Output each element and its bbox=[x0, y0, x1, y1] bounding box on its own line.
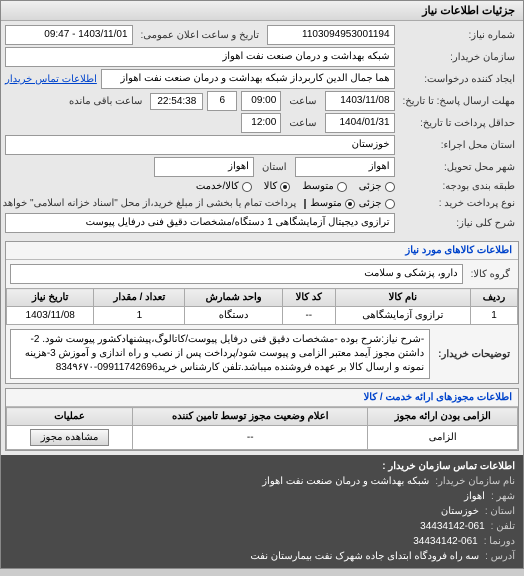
pay-check[interactable] bbox=[304, 199, 306, 209]
col-idx: ردیف bbox=[470, 289, 517, 307]
pcol-2: عملیات bbox=[7, 408, 133, 426]
panel-title: جزئیات اطلاعات نیاز bbox=[1, 1, 523, 21]
col-name: نام کالا bbox=[335, 289, 470, 307]
contact-prov: خوزستان bbox=[441, 504, 479, 519]
form-area: شماره نیاز: 1103094953001194 تاریخ و ساع… bbox=[1, 21, 523, 237]
contact-box: اطلاعات تماس سازمان خریدار : نام سازمان … bbox=[1, 455, 523, 568]
contact-city: اهواز bbox=[464, 489, 485, 504]
deadline-to-label: حداقل پرداخت تا تاریخ: bbox=[399, 116, 519, 131]
table-row[interactable]: 1 ترازوی آزمایشگاهی -- دستگاه 1 1403/11/… bbox=[7, 307, 518, 325]
permits-table: الزامی بودن ارائه مجوز اعلام وضعیت مجوز … bbox=[6, 407, 518, 450]
contact-title: اطلاعات تماس سازمان خریدار : bbox=[9, 459, 515, 474]
need-desc-label: شرح کلی نیاز: bbox=[399, 216, 519, 231]
time-label-1: ساعت bbox=[285, 94, 320, 109]
permits-title: اطلاعات مجوزهای ارائه خدمت / کالا bbox=[6, 389, 518, 407]
col-qty: تعداد / مقدار bbox=[94, 289, 185, 307]
buyer-note-label: توضیحات خریدار: bbox=[434, 347, 514, 362]
deadline-from-label: مهلت ارسال پاسخ: تا تاریخ: bbox=[399, 94, 519, 109]
requester-label: ایجاد کننده درخواست: bbox=[399, 72, 519, 87]
col-date: تاریخ نیاز bbox=[7, 289, 94, 307]
radio-icon bbox=[385, 182, 395, 192]
remain-time: 22:54:38 bbox=[150, 93, 203, 110]
pay-type-label: نوع پرداخت خرید : bbox=[399, 196, 519, 211]
need-no-label: شماره نیاز: bbox=[399, 28, 519, 43]
exec-prov-label: استان محل اجراء: bbox=[399, 138, 519, 153]
days-field: 6 bbox=[207, 91, 237, 111]
pcol-0: الزامی بودن ارائه مجوز bbox=[368, 408, 518, 426]
deadline-from-date: 1403/11/08 bbox=[325, 91, 395, 111]
view-permit-button[interactable]: مشاهده مجوز bbox=[30, 429, 110, 446]
budget-opt-1[interactable]: جزئی bbox=[359, 181, 395, 192]
radio-icon bbox=[345, 199, 355, 209]
goods-table: ردیف نام کالا کد کالا واحد شمارش تعداد /… bbox=[6, 288, 518, 325]
budget-radios: جزئی متوسط کالا کالا/خدمت bbox=[5, 181, 395, 192]
radio-icon bbox=[242, 182, 252, 192]
buyer-note-text: -شرح نیاز:شرح بوده -مشخصات دقیق فنی درفا… bbox=[10, 329, 430, 379]
pay-note: پرداخت تمام یا بخشی از مبلغ خرید،از محل … bbox=[0, 196, 300, 211]
requester-field: هما جمال الدین کاربرداز شبکه بهداشت و در… bbox=[101, 69, 395, 89]
deadline-to-date: 1404/01/31 bbox=[325, 113, 395, 133]
time-label-2: ساعت bbox=[285, 116, 320, 131]
buyer-org-field: شبکه بهداشت و درمان صنعت نفت اهواز bbox=[5, 47, 395, 67]
contact-tel: 34434142-061 bbox=[420, 519, 485, 534]
radio-icon bbox=[337, 182, 347, 192]
col-unit: واحد شمارش bbox=[185, 289, 282, 307]
remain-label: ساعت باقی مانده bbox=[65, 94, 146, 109]
deliv-city-label: شهر محل تحویل: bbox=[399, 160, 519, 175]
pub-date-label: تاریخ و ساعت اعلان عمومی: bbox=[137, 28, 264, 43]
radio-icon bbox=[280, 182, 290, 192]
contact-addr: سه راه فرودگاه ابتدای جاده شهرک نفت بیما… bbox=[250, 549, 479, 564]
budget-opt-2[interactable]: متوسط bbox=[302, 181, 346, 192]
deadline-from-time: 09:00 bbox=[241, 91, 281, 111]
pub-date-field: 1403/11/01 - 09:47 bbox=[5, 25, 133, 45]
deadline-to-time: 12:00 bbox=[241, 113, 281, 133]
contact-fax: 34434142-061 bbox=[413, 534, 478, 549]
budget-opt-4[interactable]: کالا/خدمت bbox=[196, 181, 252, 192]
need-desc-field: ترازوی دیجیتال آزمایشگاهی 1 دستگاه/مشخصا… bbox=[5, 213, 395, 233]
pay-opt-1[interactable]: جزئی bbox=[359, 198, 395, 209]
radio-icon bbox=[385, 199, 395, 209]
pcol-1: اعلام وضعیت مجوز توسط تامین کننده bbox=[133, 408, 368, 426]
contact-org: شبکه بهداشت و درمان صنعت نفت اهواز bbox=[262, 474, 429, 489]
exec-prov-field: خوزستان bbox=[5, 135, 395, 155]
goods-group-label: گروه کالا: bbox=[467, 267, 514, 282]
goods-title: اطلاعات کالاهای مورد نیاز bbox=[6, 242, 518, 260]
contact-link[interactable]: اطلاعات تماس خریدار bbox=[5, 74, 97, 85]
goods-section: اطلاعات کالاهای مورد نیاز گروه کالا: دار… bbox=[5, 241, 519, 384]
deliv-city-field: اهواز bbox=[295, 157, 395, 177]
permits-section: اطلاعات مجوزهای ارائه خدمت / کالا الزامی… bbox=[5, 388, 519, 451]
col-code: کد کالا bbox=[282, 289, 335, 307]
deliv-prov-label: استان bbox=[258, 160, 291, 175]
goods-group-field: دارو، پزشکی و سلامت bbox=[10, 264, 463, 284]
budget-opt-3[interactable]: کالا bbox=[264, 181, 291, 192]
need-no-field: 1103094953001194 bbox=[267, 25, 395, 45]
table-row[interactable]: الزامی -- مشاهده مجوز bbox=[7, 426, 518, 450]
deliv-prov-field: اهواز bbox=[154, 157, 254, 177]
buyer-org-label: سازمان خریدار: bbox=[399, 50, 519, 65]
pay-opt-2[interactable]: متوسط bbox=[310, 198, 354, 209]
main-panel: جزئیات اطلاعات نیاز شماره نیاز: 11030949… bbox=[0, 0, 524, 569]
budget-label: طبقه بندی بودجه: bbox=[399, 179, 519, 194]
